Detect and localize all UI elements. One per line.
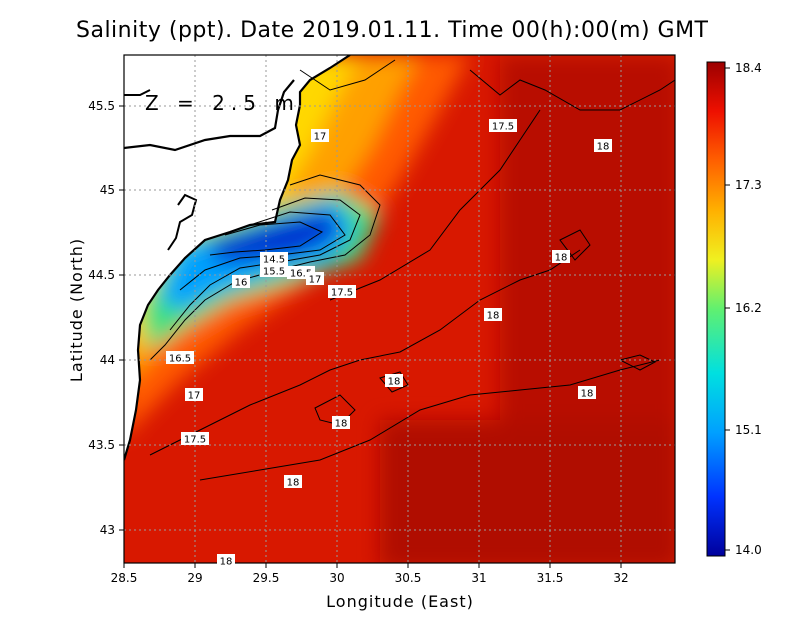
colorbar-tick-marks <box>725 67 730 551</box>
y-tick-label: 44 <box>100 353 115 367</box>
contour-label: 18 <box>388 377 401 388</box>
x-tick-label: 30 <box>329 571 344 585</box>
plot-frame <box>123 54 676 564</box>
contour-label: 17 <box>314 132 327 143</box>
contour-label: 16.5 <box>169 354 191 365</box>
x-tick-label: 32 <box>613 571 628 585</box>
y-tick-label: 43 <box>100 523 115 537</box>
contour-label: 18 <box>220 557 233 568</box>
contour-label: 18 <box>581 389 594 400</box>
contour-label: 16.5 <box>290 269 312 280</box>
y-tick-label: 45 <box>100 183 115 197</box>
x-tick-marks <box>123 563 622 568</box>
x-tick-label: 28.5 <box>111 571 138 585</box>
colorbar-label: 14.0 <box>735 543 762 557</box>
contour-label: 16 <box>235 278 248 289</box>
contour-labels: 17 17.5 18 18 14.5 15.5 16.5 17 16 17.5 … <box>166 119 612 568</box>
contour-label: 17.5 <box>184 435 206 446</box>
contour-label: 18 <box>555 253 568 264</box>
chart-title: Salinity (ppt). Date 2019.01.11. Time 00… <box>76 18 709 43</box>
y-axis-label: Latitude (North) <box>67 238 86 382</box>
salinity-field <box>124 55 675 563</box>
contour-label: 17.5 <box>331 288 353 299</box>
y-tick-label: 44.5 <box>88 268 115 282</box>
contour-label: 14.5 <box>263 255 285 266</box>
colorbar-label: 18.4 <box>735 61 762 75</box>
y-tick-label: 43.5 <box>88 438 115 452</box>
contour-label: 17.5 <box>492 122 514 133</box>
contour-label: 15.5 <box>263 267 285 278</box>
x-axis-label: Longitude (East) <box>326 592 474 611</box>
colorbar <box>706 61 726 557</box>
contour-label: 18 <box>487 311 500 322</box>
contour-label: 17 <box>309 275 322 286</box>
contour-label: 18 <box>335 419 348 430</box>
contour-label: 18 <box>287 478 300 489</box>
colorbar-label: 16.2 <box>735 301 762 315</box>
x-tick-labels: 28.5 29 29.5 30 30.5 31 31.5 32 <box>111 571 629 585</box>
x-tick-label: 30.5 <box>395 571 422 585</box>
x-tick-label: 29.5 <box>253 571 280 585</box>
x-tick-label: 31 <box>471 571 486 585</box>
x-tick-label: 31.5 <box>537 571 564 585</box>
colorbar-label: 17.3 <box>735 178 762 192</box>
grid-lines <box>124 55 675 563</box>
depth-label: Z = 2.5 m <box>145 91 300 115</box>
contour-label: 18 <box>597 142 610 153</box>
y-tick-label: 45.5 <box>88 99 115 113</box>
x-tick-label: 29 <box>187 571 202 585</box>
y-tick-marks <box>119 105 124 531</box>
y-tick-labels: 45.5 45 44.5 44 43.5 43 <box>88 99 115 537</box>
colorbar-label: 15.1 <box>735 423 762 437</box>
colorbar-labels: 18.4 17.3 16.2 15.1 14.0 <box>735 61 762 557</box>
contour-label: 17 <box>188 391 201 402</box>
